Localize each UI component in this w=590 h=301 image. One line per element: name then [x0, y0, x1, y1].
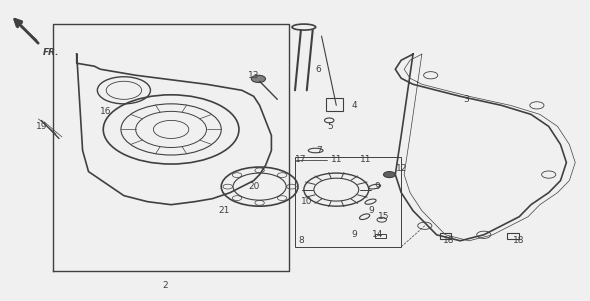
Text: 15: 15: [378, 212, 389, 221]
Text: 16: 16: [100, 107, 112, 116]
Text: 12: 12: [395, 164, 407, 173]
Text: 13: 13: [248, 71, 260, 80]
Text: 7: 7: [316, 146, 322, 155]
Text: 9: 9: [375, 182, 381, 191]
Text: 10: 10: [301, 197, 313, 206]
Text: 11: 11: [360, 155, 372, 164]
Text: 20: 20: [248, 182, 260, 191]
Bar: [295, 157, 401, 247]
Text: 8: 8: [298, 236, 304, 245]
Bar: [375, 234, 386, 238]
Text: 4: 4: [351, 101, 357, 110]
Text: 19: 19: [35, 122, 47, 131]
Bar: [326, 98, 343, 111]
Text: 6: 6: [316, 65, 322, 74]
Text: 18: 18: [442, 236, 454, 245]
Circle shape: [384, 172, 395, 178]
Text: 18: 18: [513, 236, 525, 245]
Bar: [440, 233, 451, 239]
Bar: [507, 233, 519, 239]
Circle shape: [251, 75, 266, 82]
Text: 5: 5: [327, 122, 333, 131]
Text: 9: 9: [351, 230, 357, 239]
Text: 14: 14: [372, 230, 384, 239]
Text: 9: 9: [369, 206, 375, 215]
Text: 21: 21: [218, 206, 230, 215]
Text: FR.: FR.: [42, 48, 59, 57]
Text: 3: 3: [463, 95, 469, 104]
Text: 11: 11: [330, 155, 342, 164]
Text: 17: 17: [295, 155, 307, 164]
Text: 2: 2: [162, 281, 168, 290]
